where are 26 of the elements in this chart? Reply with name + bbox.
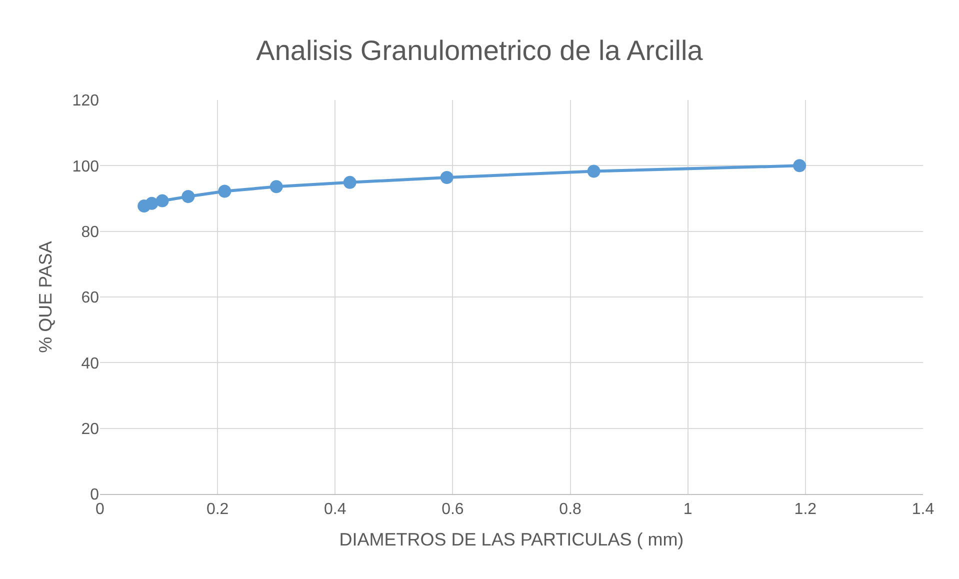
x-tick-label: 0.4 — [324, 501, 346, 518]
x-tick-label: 0.8 — [559, 501, 582, 518]
y-tick-label: 20 — [81, 420, 100, 438]
point — [587, 164, 600, 178]
x-tick-label: 1 — [683, 501, 692, 518]
y-tick-label: 40 — [81, 355, 100, 372]
point — [270, 180, 283, 194]
x-tick-label: 1.4 — [912, 501, 934, 518]
x-axis-title: DIAMETROS DE LAS PARTICULAS ( mm) — [339, 529, 684, 550]
x-tick-label: 1.2 — [794, 501, 817, 518]
y-tick-label: 0 — [90, 486, 100, 504]
x-tick-label: 0.2 — [206, 501, 229, 518]
y-tick-label: 100 — [72, 158, 100, 176]
chart-title: Analisis Granulometrico de la Arcilla — [256, 35, 704, 66]
point — [182, 190, 195, 204]
point — [343, 176, 356, 189]
y-tick-label: 60 — [81, 290, 100, 307]
point — [218, 184, 232, 198]
y-tick-label: 120 — [72, 92, 100, 110]
y-tick-label: 80 — [81, 224, 100, 241]
point — [156, 194, 169, 208]
x-tick-label: 0.6 — [442, 501, 464, 518]
point — [793, 159, 806, 172]
point — [145, 196, 158, 210]
point — [440, 170, 454, 184]
y-axis-title: % QUE PASA — [35, 241, 56, 353]
